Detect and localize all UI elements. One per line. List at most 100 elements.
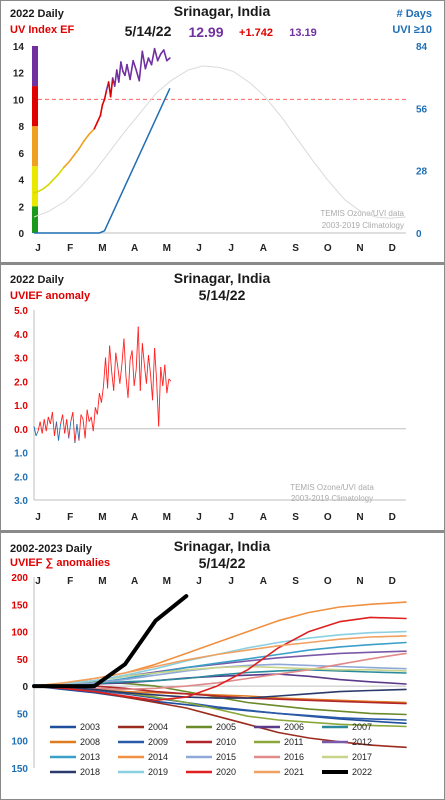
month-label: J [196, 243, 202, 254]
sum-tick-label: 0 [22, 682, 28, 693]
panel-2-credit-1: TEMIS Ozone/UVI data [290, 483, 374, 492]
anomaly-segment [37, 421, 41, 432]
sum-tick-label: 100 [11, 737, 28, 748]
uv-line-segment [99, 103, 104, 117]
month-label: S [292, 512, 299, 523]
legend-label: 2014 [148, 752, 168, 762]
anomaly-segment [150, 374, 153, 401]
series-line-2018 [33, 685, 407, 699]
uv-line-segment [52, 173, 60, 181]
panel-1-tag: 2022 Daily [10, 8, 65, 20]
legend-label: 2019 [148, 767, 168, 777]
anomaly-segment [145, 355, 149, 384]
legend-label: 2021 [284, 767, 304, 777]
right-tick-label: 56 [416, 104, 428, 115]
uv-line-segment [93, 121, 99, 130]
panel-1-credit-1: TEMIS Ozone/UVI data [320, 209, 404, 218]
anomaly-segment [45, 416, 49, 432]
anomaly-segment [156, 381, 160, 427]
uv-line-segment [67, 154, 75, 164]
left-tick-label: 10 [13, 95, 25, 106]
yearly-lines [32, 594, 407, 749]
left-axis-ticks: 0 2 4 6 8 10 12 14 [13, 42, 25, 240]
legend-label: 2009 [148, 737, 168, 747]
month-label: J [228, 576, 234, 587]
climatology-uv-value: 13.19 [289, 27, 317, 39]
anomaly-segment [143, 364, 147, 384]
month-label: M [98, 512, 106, 523]
legend-label: 2008 [80, 737, 100, 747]
anomaly-segment [33, 426, 37, 436]
uv-line-segment [73, 148, 80, 157]
anomaly-segment [62, 414, 66, 434]
sum-tick-label: 150 [11, 764, 28, 775]
panel-3-title: Srinagar, India [174, 538, 271, 554]
uv-line-segment [162, 49, 168, 62]
right-axis-label-2: UVI ≥10 [392, 24, 432, 36]
panel-1-subtag: UV Index EF [10, 24, 74, 36]
uv-line-segment [118, 61, 122, 83]
climatology-line [33, 65, 407, 219]
panel-1-date: 5/14/22 [125, 23, 172, 39]
anomaly-segment [41, 419, 45, 434]
anomaly-line [33, 326, 172, 444]
panel-1-background [1, 1, 444, 262]
uv-line-segment [42, 184, 50, 190]
anomaly-segment [154, 347, 158, 382]
right-tick-label: 84 [416, 42, 428, 53]
month-label: A [260, 576, 267, 587]
anomaly-tick-label: 1.0 [14, 449, 28, 460]
anomaly-segment [121, 338, 125, 365]
month-label: A [131, 512, 138, 523]
anomaly-segment [86, 409, 90, 422]
anomaly-segment [90, 416, 94, 432]
anomaly-segment [166, 378, 170, 394]
legend-label: 2020 [216, 767, 236, 777]
uv-line-segment [57, 166, 65, 176]
month-label: O [324, 243, 332, 254]
legend-label: 2012 [352, 737, 372, 747]
uv-line-segment [150, 47, 156, 66]
uv-line-segment [126, 63, 131, 81]
anomaly-segment [115, 352, 119, 368]
month-label: M [98, 576, 106, 587]
anomaly-segment [60, 414, 64, 425]
left-tick-label: 4 [18, 176, 24, 187]
legend-label: 2013 [80, 752, 100, 762]
uv-scale-segment [32, 86, 38, 127]
anomaly-segment [49, 412, 53, 425]
panel-3-background [1, 533, 444, 799]
anomaly-segment [47, 416, 51, 425]
legend-label: 2006 [284, 722, 304, 732]
anomaly-segment [164, 364, 168, 394]
sum-tick-label: 50 [17, 655, 29, 666]
uv-color-scale-bar [32, 46, 38, 233]
panel-2-title: Srinagar, India [174, 270, 271, 286]
month-label: O [324, 512, 332, 523]
month-label: N [356, 512, 363, 523]
anomaly-segment [103, 357, 106, 387]
uv-anomaly-panel: 2022 Daily UVIEF anomaly Srinagar, India… [1, 265, 444, 530]
anomaly-segment [56, 421, 59, 441]
anomaly-segment [107, 345, 111, 389]
panel-2-date: 5/14/22 [199, 287, 246, 303]
anomaly-segment [68, 421, 72, 439]
right-tick-label: 28 [416, 167, 428, 178]
month-label: A [260, 243, 267, 254]
anomaly-segment [119, 364, 123, 384]
series-line-2003 [33, 685, 407, 725]
uv-line-segment [156, 53, 162, 62]
legend-label: 2011 [284, 737, 303, 747]
year-legend: 2003 2004 2005 2006 2007 2008 2009 2010 2011 2012… [50, 722, 372, 777]
anomaly-tick-label: 5.0 [14, 306, 28, 317]
right-tick-label: 0 [416, 229, 422, 240]
panel-2-credit-2: 2003-2019 Climatology [291, 494, 373, 503]
legend-label: 2017 [352, 752, 372, 762]
anomaly-segment [139, 343, 143, 391]
uv-line-segment [47, 178, 55, 186]
anomaly-segment [58, 423, 62, 441]
panel-1-credit-2: 2003-2019 Climatology [322, 221, 404, 230]
series-line-2022 [32, 594, 189, 689]
